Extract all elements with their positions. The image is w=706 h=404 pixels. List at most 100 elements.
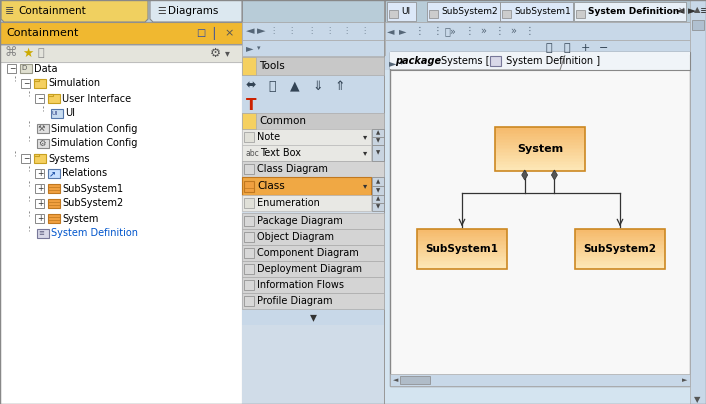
Text: ⇑: ⇑ [334,80,345,93]
Bar [35,94,44,103]
Bar [48,214,60,223]
Text: ►: ► [257,26,265,36]
Bar [0,45,242,62]
Bar [242,145,371,161]
Text: ▾: ▾ [257,45,261,51]
Text: Note: Note [257,132,280,142]
Bar [242,129,371,145]
Bar [385,56,690,70]
Bar [242,293,384,309]
Bar [495,153,585,155]
Bar [417,254,507,256]
Bar [7,64,16,73]
Text: ▼: ▼ [376,204,381,210]
Bar [495,144,585,146]
Polygon shape [522,170,527,180]
Bar [575,251,665,253]
Text: ◄: ◄ [246,26,254,36]
Text: ≡: ≡ [38,231,44,236]
Bar [495,159,585,161]
Text: System Definition ]: System Definition ] [503,56,600,66]
Bar [0,62,242,404]
Text: □: □ [196,28,205,38]
Bar [21,79,30,88]
Bar [692,20,704,30]
Text: ⋮: ⋮ [495,26,505,36]
Bar [242,97,384,113]
Bar [575,235,665,237]
Bar [417,230,507,231]
Bar [495,154,585,156]
Bar [242,161,384,177]
Text: UI: UI [401,6,410,15]
Bar [417,248,507,250]
Bar [495,150,585,152]
Text: ►: ► [389,58,397,68]
Bar [35,184,44,193]
Bar [575,243,665,245]
Text: ▼: ▼ [376,139,381,143]
Text: ◄: ◄ [676,6,685,16]
Bar [372,177,384,186]
Text: +: + [37,184,43,193]
Bar [242,229,384,245]
Bar [495,135,585,137]
Bar [495,145,585,147]
Bar [242,75,384,97]
Bar [34,79,39,81]
Bar [242,261,384,277]
Bar [495,152,585,154]
Text: ⋮: ⋮ [433,26,443,36]
Text: SubSystem2: SubSystem2 [62,198,124,208]
Bar [417,262,507,264]
Bar [495,156,585,158]
Text: ×: × [224,28,234,38]
Bar [372,129,384,137]
Text: Class: Class [257,181,285,191]
Bar [575,258,665,260]
Bar [48,94,53,96]
Bar [575,236,665,238]
Text: ⇓: ⇓ [312,80,323,93]
Bar [244,216,254,226]
Text: ⋮: ⋮ [287,27,295,36]
Text: Object Diagram: Object Diagram [257,232,334,242]
Bar [500,2,573,21]
Bar [21,154,30,163]
Text: ▲: ▲ [376,179,381,185]
Bar [495,140,585,142]
Bar [244,181,254,192]
Bar [417,266,507,268]
Text: SubSystem1: SubSystem1 [62,183,123,194]
Bar [490,56,501,66]
Text: ▲: ▲ [376,196,381,202]
Bar [244,264,254,274]
Bar [575,254,665,256]
Bar [575,244,665,246]
Bar [417,263,507,265]
Bar [495,168,585,170]
Bar [417,235,507,237]
Text: System Definition: System Definition [588,6,679,15]
Text: ⚒: ⚒ [38,124,45,133]
Text: ▲: ▲ [290,80,299,93]
Bar [495,141,585,143]
Text: T: T [246,97,256,112]
Bar [417,244,507,246]
Bar [495,134,585,136]
Bar [495,127,585,171]
Bar [244,248,254,258]
Bar [242,113,256,129]
Text: ⌕: ⌕ [38,48,44,58]
Text: Deployment Diagram: Deployment Diagram [257,264,362,274]
Bar [495,143,585,145]
Text: +: + [37,199,43,208]
Bar [244,296,254,306]
Bar [242,0,385,22]
Bar [242,177,371,195]
Bar [575,257,665,258]
Text: ⌘: ⌘ [5,46,18,59]
Bar [34,79,46,88]
Bar [575,252,665,255]
Bar [495,128,585,130]
